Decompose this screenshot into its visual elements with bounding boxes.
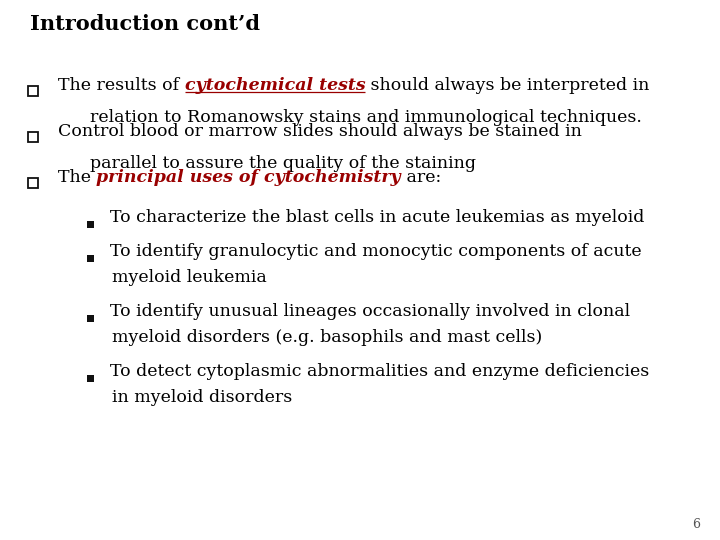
Text: The results of: The results of (58, 77, 184, 94)
Text: in myeloid disorders: in myeloid disorders (112, 389, 292, 406)
Text: The: The (58, 169, 96, 186)
Text: To identify unusual lineages occasionally involved in clonal: To identify unusual lineages occasionall… (110, 303, 630, 320)
Text: To detect cytoplasmic abnormalities and enzyme deficiencies: To detect cytoplasmic abnormalities and … (110, 363, 649, 380)
Text: myeloid disorders (e.g. basophils and mast cells): myeloid disorders (e.g. basophils and ma… (112, 329, 542, 346)
Bar (86, 220, 94, 227)
Bar (86, 314, 94, 321)
Text: Introduction cont’d: Introduction cont’d (30, 14, 260, 34)
Text: relation to Romanowsky stains and immunological techniques.: relation to Romanowsky stains and immuno… (90, 109, 642, 126)
Text: To characterize the blast cells in acute leukemias as myeloid: To characterize the blast cells in acute… (110, 209, 644, 226)
Text: Control blood or marrow slides should always be stained in: Control blood or marrow slides should al… (58, 123, 582, 140)
Text: 6: 6 (692, 518, 700, 531)
Text: cytochemical tests: cytochemical tests (184, 77, 365, 94)
Bar (28, 132, 38, 142)
Text: principal uses of cytochemistry: principal uses of cytochemistry (96, 169, 401, 186)
Bar (86, 375, 94, 381)
Text: parallel to assure the quality of the staining: parallel to assure the quality of the st… (90, 155, 476, 172)
Text: To identify granulocytic and monocytic components of acute: To identify granulocytic and monocytic c… (110, 243, 642, 260)
Text: are:: are: (401, 169, 441, 186)
Bar (28, 86, 38, 96)
Bar (86, 254, 94, 261)
Text: myeloid leukemia: myeloid leukemia (112, 269, 266, 286)
Bar (28, 178, 38, 188)
Text: should always be interpreted in: should always be interpreted in (365, 77, 649, 94)
